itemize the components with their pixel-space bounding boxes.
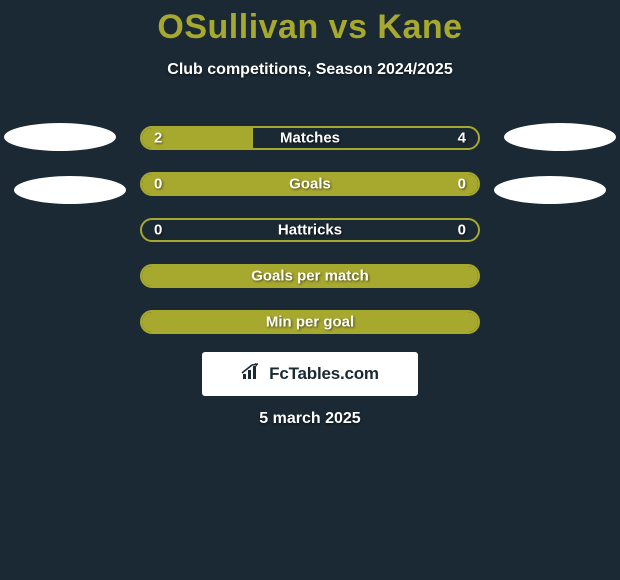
bar-left-value: 0 xyxy=(154,176,162,193)
bar-label: Goals xyxy=(289,176,331,193)
player-right-badge-1 xyxy=(504,123,616,151)
player-right-badge-2 xyxy=(494,176,606,204)
bar-right-value: 4 xyxy=(458,130,466,147)
attribution-badge: FcTables.com xyxy=(202,352,418,396)
bar-goals: 0 Goals 0 xyxy=(140,172,480,196)
bar-left-value: 2 xyxy=(154,130,162,147)
bar-left-value: 0 xyxy=(154,222,162,239)
bar-label: Goals per match xyxy=(251,268,369,285)
bar-hattricks: 0 Hattricks 0 xyxy=(140,218,480,242)
bar-label: Matches xyxy=(280,130,340,147)
page-title: OSullivan vs Kane xyxy=(0,0,620,47)
bar-min-per-goal: Min per goal xyxy=(140,310,480,334)
bar-right-value: 0 xyxy=(458,222,466,239)
comparison-bars: 2 Matches 4 0 Goals 0 0 Hattricks 0 Goal… xyxy=(140,126,480,356)
player-left-badge-2 xyxy=(14,176,126,204)
bar-right-value: 0 xyxy=(458,176,466,193)
date-label: 5 march 2025 xyxy=(259,410,360,428)
bar-label: Min per goal xyxy=(266,314,354,331)
attribution-text: FcTables.com xyxy=(269,364,379,384)
subtitle: Club competitions, Season 2024/2025 xyxy=(0,61,620,79)
chart-icon xyxy=(241,363,263,386)
bar-matches: 2 Matches 4 xyxy=(140,126,480,150)
bar-label: Hattricks xyxy=(278,222,342,239)
player-left-badge-1 xyxy=(4,123,116,151)
bar-goals-per-match: Goals per match xyxy=(140,264,480,288)
